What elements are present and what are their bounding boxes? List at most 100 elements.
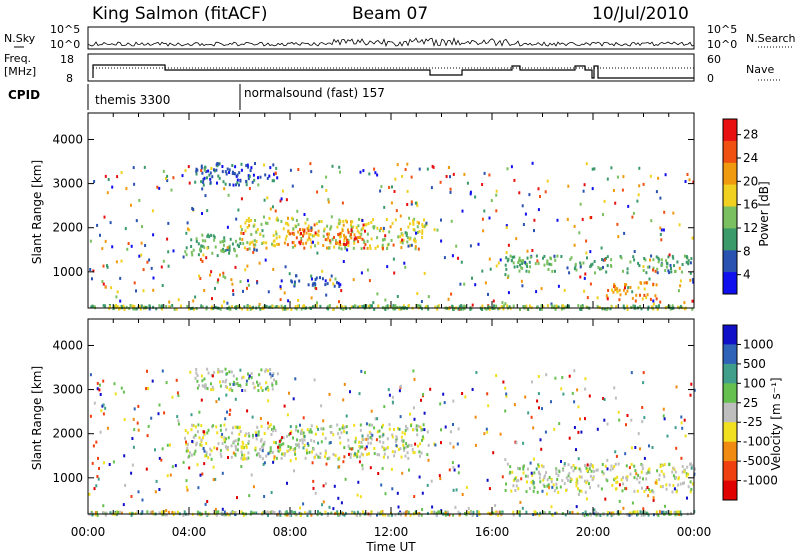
heatmap-cell: [458, 305, 461, 309]
heatmap-cell: [188, 307, 190, 311]
heatmap-cell: [346, 248, 349, 252]
heatmap-cell: [331, 164, 334, 168]
heatmap-cell: [637, 432, 640, 436]
heatmap-cell: [239, 383, 242, 387]
heatmap-cell: [687, 262, 690, 266]
heatmap-cell: [579, 202, 582, 206]
heatmap-cell: [213, 168, 215, 172]
heatmap-cell: [625, 487, 628, 491]
heatmap-cell: [504, 458, 507, 462]
heatmap-cell: [231, 305, 233, 309]
heatmap-cell: [156, 185, 159, 189]
heatmap-cell: [200, 166, 203, 170]
heatmap-cell: [111, 185, 114, 189]
heatmap-cell: [350, 447, 353, 451]
heatmap-cell: [200, 424, 203, 428]
heatmap-cell: [431, 505, 434, 509]
heatmap-cell: [407, 244, 410, 248]
heatmap-cell: [449, 441, 452, 445]
heatmap-cell: [399, 240, 402, 244]
heatmap-cell: [235, 382, 238, 386]
heatmap-cell: [303, 438, 306, 442]
heatmap-cell: [248, 374, 251, 378]
heatmap-cell: [539, 472, 542, 476]
heatmap-cell: [401, 241, 404, 245]
heatmap-cell: [489, 267, 492, 271]
heatmap-cell: [364, 447, 367, 451]
heatmap-cell: [252, 243, 255, 247]
heatmap-cell: [303, 213, 306, 216]
heatmap-cell: [393, 454, 396, 458]
heatmap-cell: [262, 462, 265, 466]
heatmap-cell: [618, 483, 621, 487]
heatmap-cell: [209, 273, 212, 277]
heatmap-cell: [306, 514, 309, 517]
heatmap-cell: [662, 407, 665, 411]
heatmap-cell: [574, 262, 577, 266]
x-tick-label: 16:00: [475, 525, 510, 539]
heatmap-cell: [358, 392, 361, 396]
heatmap-cell: [128, 511, 131, 515]
heatmap-cell: [663, 463, 666, 467]
heatmap-cell: [579, 261, 582, 265]
heatmap-cell: [89, 414, 92, 418]
heatmap-cell: [309, 238, 312, 242]
heatmap-cell: [407, 456, 410, 460]
heatmap-cell: [573, 369, 576, 373]
heatmap-cell: [320, 404, 323, 408]
heatmap-cell: [152, 276, 155, 280]
heatmap-cell: [410, 202, 413, 206]
heatmap-cell: [403, 261, 406, 265]
heatmap-cell: [302, 416, 305, 420]
heatmap-cell: [418, 229, 421, 233]
heatmap-cell: [211, 251, 214, 255]
heatmap-cell: [686, 465, 689, 469]
heatmap-cell: [577, 405, 580, 409]
heatmap-cell: [457, 510, 460, 514]
heatmap-cell: [465, 513, 468, 517]
heatmap-cell: [570, 466, 573, 469]
heatmap-cell: [344, 477, 347, 481]
heatmap-cell: [312, 305, 314, 309]
heatmap-cell: [436, 228, 439, 232]
heatmap-cell: [199, 277, 202, 280]
heatmap-cell: [324, 279, 327, 283]
heatmap-cell: [406, 444, 409, 448]
heatmap-cell: [451, 254, 454, 258]
heatmap-cell: [571, 510, 574, 514]
heatmap-cell: [327, 236, 330, 240]
heatmap-cell: [452, 423, 454, 426]
heatmap-cell: [418, 450, 421, 454]
heatmap-cell: [161, 510, 163, 514]
heatmap-cell: [247, 456, 250, 460]
heatmap-cell: [660, 238, 663, 242]
heatmap-cell: [483, 171, 486, 175]
heatmap-cell: [642, 507, 645, 511]
heatmap-cell: [231, 282, 234, 286]
heatmap-cell: [606, 513, 609, 517]
heatmap-cell: [550, 480, 553, 484]
nave-tick-low: 0: [707, 72, 714, 85]
heatmap-cell: [534, 262, 537, 266]
heatmap-cell: [114, 392, 117, 396]
heatmap-cell: [582, 513, 584, 517]
heatmap-cell: [338, 285, 341, 288]
heatmap-cell: [221, 370, 224, 374]
velocity-ylabel: Slant Range [km]: [30, 366, 44, 470]
heatmap-cell: [312, 240, 314, 244]
heatmap-cell: [413, 495, 416, 498]
heatmap-cell: [212, 424, 215, 428]
heatmap-cell: [220, 249, 223, 253]
heatmap-cell: [97, 456, 99, 460]
heatmap-cell: [202, 183, 205, 187]
heatmap-cell: [267, 452, 270, 456]
heatmap-cell: [306, 217, 309, 221]
heatmap-cell: [524, 474, 527, 478]
heatmap-cell: [604, 464, 607, 468]
heatmap-cell: [361, 510, 364, 514]
heatmap-cell: [227, 513, 230, 517]
heatmap-cell: [427, 443, 430, 447]
heatmap-cell: [449, 190, 452, 194]
heatmap-cell: [299, 506, 302, 510]
heatmap-cell: [424, 224, 427, 228]
